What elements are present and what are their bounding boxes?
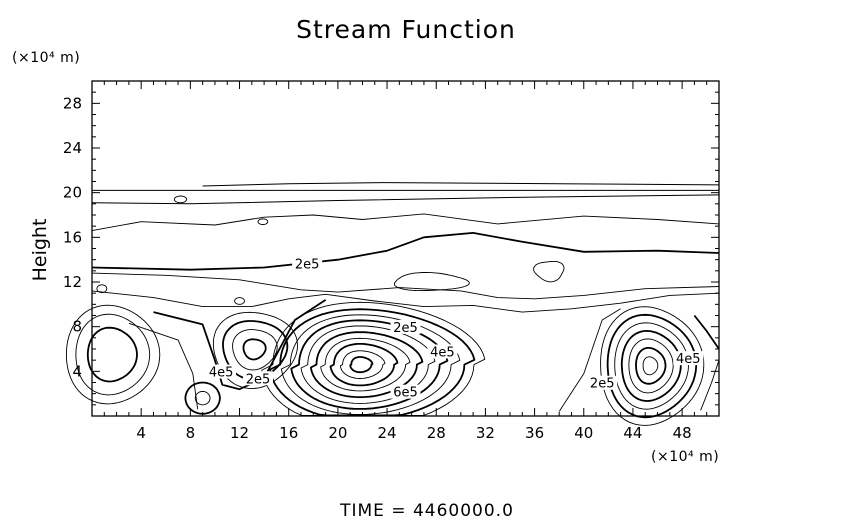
x-tick-label: 24 xyxy=(378,424,397,442)
y-tick-label: 4 xyxy=(72,362,82,380)
y-axis-ticks: 4 8 12 16 20 24 28 xyxy=(63,91,719,406)
contour-label: 4e5 xyxy=(676,352,701,367)
contour-right-vortex xyxy=(628,338,674,394)
contour-main-vortex xyxy=(310,331,424,399)
contour-cell xyxy=(173,195,188,204)
contour-left-vortex xyxy=(65,304,161,405)
contour-label-bg xyxy=(673,351,704,366)
y-tick-label: 28 xyxy=(63,94,82,112)
contour-left-vortex xyxy=(75,313,151,396)
contour-cell xyxy=(96,284,108,294)
contour-label-bg xyxy=(587,375,618,390)
contour-2e5 xyxy=(91,232,720,271)
chart-title: Stream Function xyxy=(296,15,516,44)
y-tick-label: 24 xyxy=(63,139,82,157)
contour-label-bg xyxy=(292,256,323,271)
contour-mid-vortex xyxy=(242,338,267,361)
contour-label: 2e5 xyxy=(590,377,615,392)
x-axis-ticks: 4 8 12 16 20 24 28 32 36 40 44 48 xyxy=(103,81,708,442)
contour-right-vortex xyxy=(600,306,705,426)
x-tick-label: 40 xyxy=(574,424,593,442)
x-tick-label: 12 xyxy=(230,424,249,442)
x-tick-label: 4 xyxy=(136,424,146,442)
x-tick-label: 16 xyxy=(279,424,298,442)
contour-label-bg xyxy=(427,344,458,359)
contour xyxy=(91,272,720,300)
contour-mid-vortex xyxy=(212,311,298,390)
y-tick-label: 12 xyxy=(63,273,82,291)
x-tick-label: 8 xyxy=(186,424,196,442)
contour-bottom-cell xyxy=(194,390,211,406)
x-tick-label: 32 xyxy=(476,424,495,442)
y-tick-label: 8 xyxy=(72,318,82,336)
x-tick-label: 48 xyxy=(673,424,692,442)
contour-upper xyxy=(91,213,720,232)
x-tick-label: 20 xyxy=(328,424,347,442)
contour-cell xyxy=(533,260,565,283)
contour-trough xyxy=(693,314,720,350)
contour-mid-vortex xyxy=(232,329,278,371)
contour-main-vortex xyxy=(329,343,399,387)
contour-label: 4e5 xyxy=(209,366,234,381)
y-axis-title: Height xyxy=(29,219,51,282)
x-unit-label: (×10⁴ m) xyxy=(651,449,719,465)
contour-main-vortex xyxy=(339,350,386,379)
contour-labels: 2e5 2e5 4e5 4e5 2e5 6e5 2e5 4e5 xyxy=(206,256,704,401)
contour-label: 2e5 xyxy=(246,372,271,387)
contour-trough xyxy=(558,308,621,412)
y-tick-label: 20 xyxy=(63,184,82,202)
contour-upper xyxy=(91,194,720,205)
contour-main-vortex xyxy=(320,337,411,392)
contour-trough xyxy=(700,360,720,411)
contour-cell xyxy=(393,272,470,292)
contour-main-vortex xyxy=(349,356,374,374)
y-tick-label: 16 xyxy=(63,228,82,246)
contour-right-vortex xyxy=(642,356,659,376)
contour-label-bg xyxy=(390,319,421,334)
contour-right-vortex xyxy=(614,322,689,410)
contour-label: 6e5 xyxy=(393,386,418,401)
contour-label: 4e5 xyxy=(430,345,455,360)
contour-cell xyxy=(257,218,269,225)
contour-right-vortex xyxy=(635,347,667,385)
contour-label-bg xyxy=(242,371,273,386)
time-label: TIME = 4460000.0 xyxy=(339,501,514,519)
contour-left-vortex xyxy=(86,326,138,383)
x-tick-label: 44 xyxy=(623,424,642,442)
contour-bottom-cell xyxy=(184,381,221,415)
x-tick-label: 28 xyxy=(427,424,446,442)
y-unit-label: (×10⁴ m) xyxy=(12,50,80,66)
contour-upper xyxy=(202,182,720,187)
contour-right-vortex xyxy=(606,313,698,419)
contour-right-vortex xyxy=(620,330,682,402)
contour-label-bg xyxy=(390,384,421,399)
contour-cell xyxy=(234,297,245,305)
contour-label: 2e5 xyxy=(295,257,320,272)
x-tick-label: 36 xyxy=(525,424,544,442)
contour-trough xyxy=(128,322,199,410)
contour xyxy=(91,290,720,313)
contour-label: 2e5 xyxy=(393,321,418,336)
contour-trough xyxy=(153,299,327,391)
contour-label-bg xyxy=(206,364,237,379)
